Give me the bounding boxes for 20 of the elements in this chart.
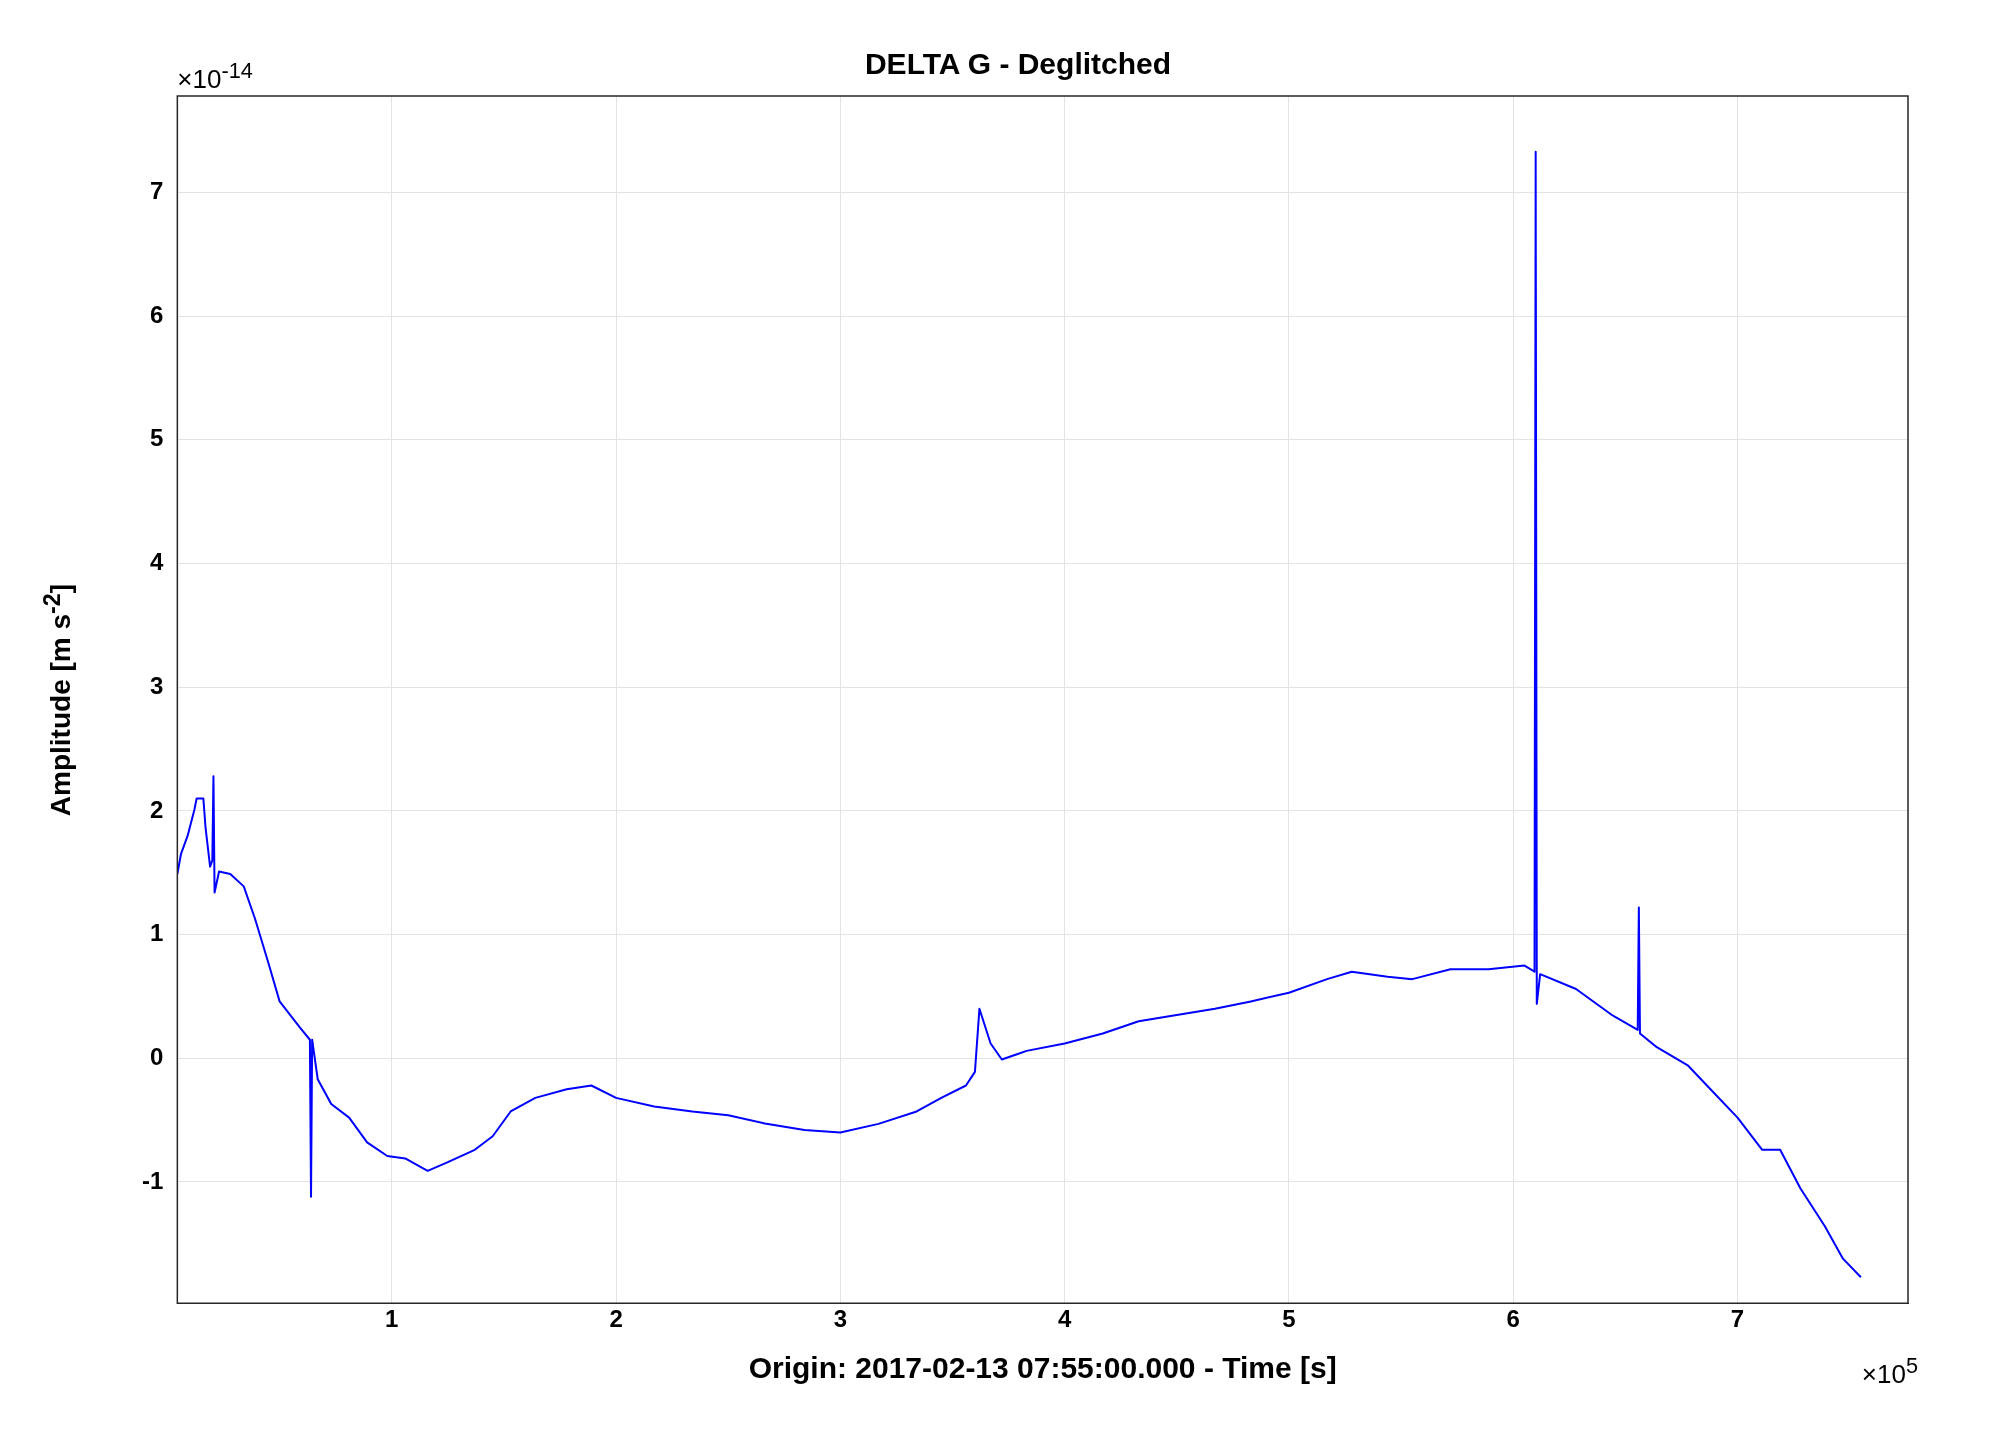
x-tick-label: 1 [385, 1305, 399, 1333]
y-tick-label: 3 [149, 671, 164, 699]
x-axis-title: Origin: 2017-02-13 07:55:00.000 - Time [s] [748, 1351, 1337, 1386]
chart-title: DELTA G - Deglitched [864, 47, 1172, 81]
x-tick-label: 2 [609, 1305, 623, 1333]
y-tick-label: 4 [149, 548, 164, 576]
y-tick-label: 0 [149, 1042, 164, 1070]
y-tick-label: 7 [149, 177, 164, 205]
text: ×10$^{-14}$ [177, 58, 253, 95]
text: ×10$^{5}$ [1861, 1353, 1918, 1390]
x-tick-label: 4 [1057, 1305, 1072, 1333]
y-tick-label: 1 [149, 919, 164, 947]
x-tick-label: 6 [1506, 1305, 1520, 1333]
y-tick-label: 5 [149, 424, 164, 452]
y-tick-label: -1 [142, 1166, 164, 1194]
y-tick-label: 6 [149, 300, 164, 328]
x-tick-label: 7 [1730, 1305, 1745, 1333]
x-tick-label: 3 [833, 1305, 848, 1333]
y-tick-label: 2 [149, 795, 164, 823]
x-tick-label: 5 [1282, 1305, 1296, 1333]
